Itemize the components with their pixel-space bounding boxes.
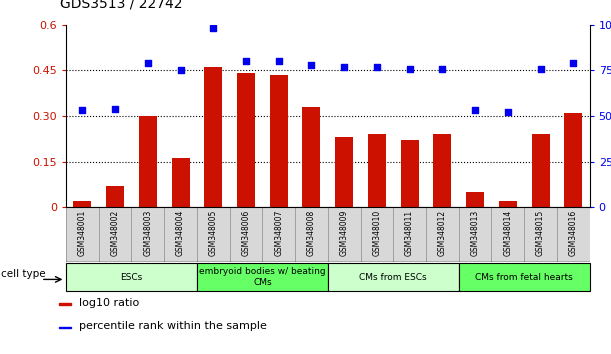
Text: GSM348013: GSM348013 <box>470 210 480 256</box>
FancyBboxPatch shape <box>197 263 327 291</box>
Point <box>404 66 414 72</box>
Point <box>274 58 284 64</box>
Text: GSM348007: GSM348007 <box>274 210 284 256</box>
Point <box>241 58 251 64</box>
Bar <box>466 192 484 207</box>
Text: GSM348005: GSM348005 <box>209 210 218 256</box>
Point <box>143 60 153 66</box>
Bar <box>368 134 386 207</box>
Text: percentile rank within the sample: percentile rank within the sample <box>79 321 267 331</box>
Bar <box>302 107 320 207</box>
Text: GSM348006: GSM348006 <box>241 210 251 256</box>
Text: log10 ratio: log10 ratio <box>79 298 139 308</box>
Text: GSM348009: GSM348009 <box>340 210 349 256</box>
Point <box>568 60 578 66</box>
Point <box>208 25 218 31</box>
Bar <box>269 75 288 207</box>
Text: GSM348002: GSM348002 <box>111 210 120 256</box>
Bar <box>564 113 582 207</box>
Text: GSM348014: GSM348014 <box>503 210 512 256</box>
Bar <box>433 134 452 207</box>
Bar <box>335 137 353 207</box>
Point <box>536 66 546 72</box>
Text: ESCs: ESCs <box>120 273 142 281</box>
FancyBboxPatch shape <box>459 263 590 291</box>
Bar <box>532 134 549 207</box>
Bar <box>139 116 157 207</box>
Point <box>175 68 185 73</box>
Point <box>110 106 120 112</box>
Bar <box>73 201 92 207</box>
Point <box>470 108 480 113</box>
Text: GDS3513 / 22742: GDS3513 / 22742 <box>60 0 182 11</box>
Bar <box>204 67 222 207</box>
Bar <box>59 303 71 305</box>
Text: GSM348012: GSM348012 <box>438 210 447 256</box>
Bar <box>106 186 124 207</box>
FancyBboxPatch shape <box>327 263 459 291</box>
Text: GSM348008: GSM348008 <box>307 210 316 256</box>
Text: cell type: cell type <box>1 269 46 279</box>
Bar <box>172 159 189 207</box>
Text: embryoid bodies w/ beating
CMs: embryoid bodies w/ beating CMs <box>199 267 326 287</box>
Text: CMs from fetal hearts: CMs from fetal hearts <box>475 273 573 281</box>
Bar <box>237 73 255 207</box>
Text: GSM348004: GSM348004 <box>176 210 185 256</box>
Text: GSM348001: GSM348001 <box>78 210 87 256</box>
Text: CMs from ESCs: CMs from ESCs <box>359 273 427 281</box>
Text: GSM348011: GSM348011 <box>405 210 414 256</box>
Bar <box>59 327 71 328</box>
Bar <box>401 140 419 207</box>
Point <box>339 64 349 69</box>
Text: GSM348015: GSM348015 <box>536 210 545 256</box>
Point <box>503 109 513 115</box>
Point <box>372 64 382 69</box>
Point <box>78 108 87 113</box>
Bar <box>499 201 517 207</box>
Text: GSM348010: GSM348010 <box>372 210 381 256</box>
FancyBboxPatch shape <box>66 263 197 291</box>
Text: GSM348016: GSM348016 <box>569 210 578 256</box>
Point <box>437 66 447 72</box>
Point <box>307 62 316 68</box>
Text: GSM348003: GSM348003 <box>144 210 152 256</box>
